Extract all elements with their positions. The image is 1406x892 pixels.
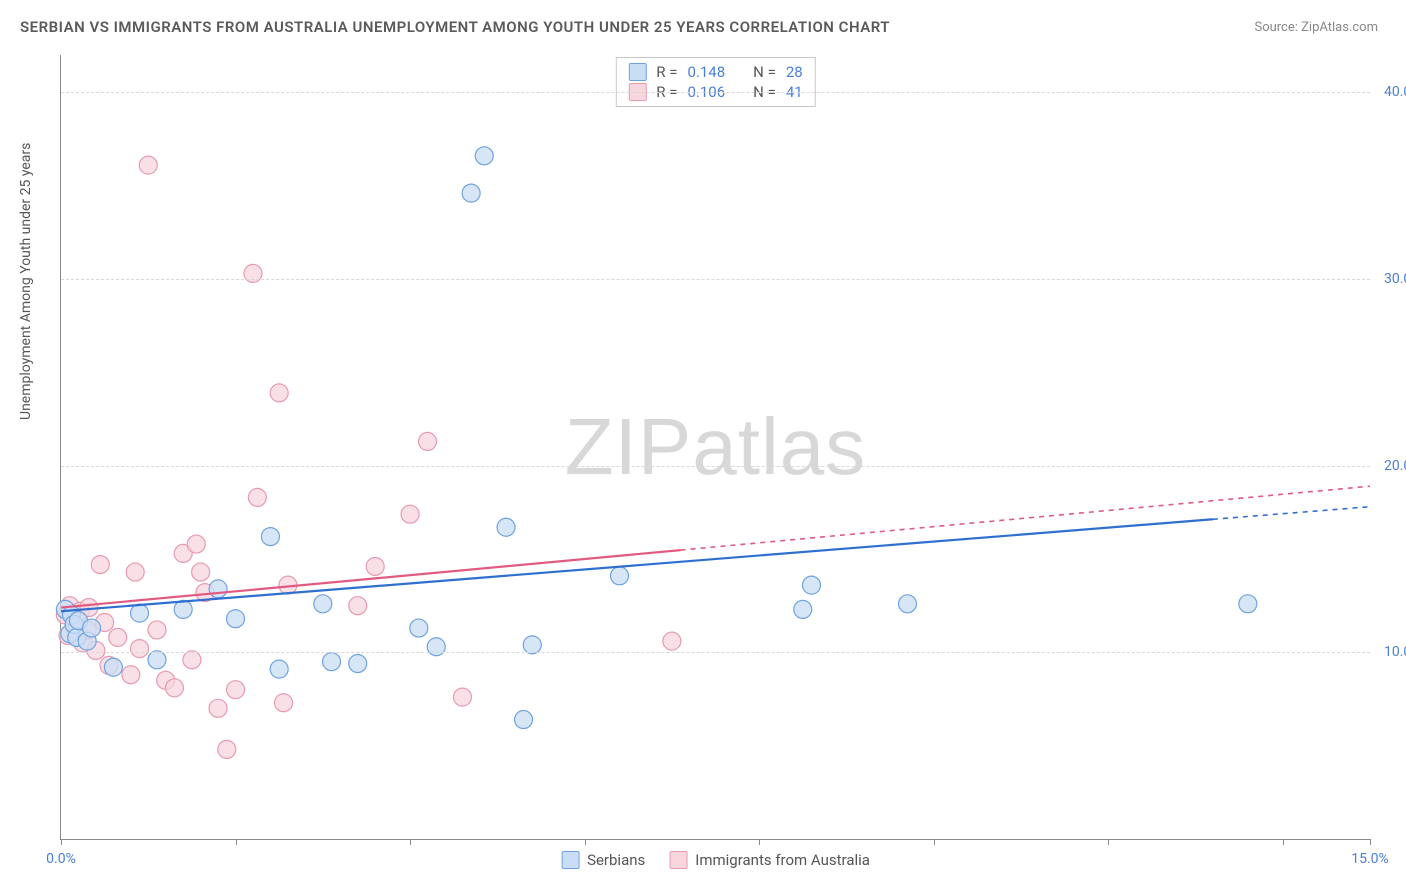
plot-svg bbox=[61, 55, 1370, 839]
data-point bbox=[515, 711, 533, 729]
x-tick bbox=[410, 839, 411, 845]
x-tick bbox=[1283, 839, 1284, 845]
data-point bbox=[109, 628, 127, 646]
data-point bbox=[497, 518, 515, 536]
x-tick bbox=[1108, 839, 1109, 845]
data-point bbox=[314, 595, 332, 613]
data-point bbox=[131, 604, 149, 622]
legend-swatch-serbians bbox=[561, 851, 579, 869]
data-point bbox=[349, 597, 367, 615]
stats-box: R = 0.148 N = 28 R = 0.106 N = 41 bbox=[615, 57, 815, 107]
gridline bbox=[61, 279, 1370, 280]
data-point bbox=[131, 640, 149, 658]
data-point bbox=[349, 655, 367, 673]
data-point bbox=[227, 681, 245, 699]
data-point bbox=[209, 699, 227, 717]
legend-label-australia: Immigrants from Australia bbox=[695, 851, 870, 869]
data-point bbox=[366, 557, 384, 575]
data-point bbox=[148, 651, 166, 669]
data-point bbox=[410, 619, 428, 637]
r-value-serbians: 0.148 bbox=[687, 63, 725, 81]
y-tick-label: 30.0% bbox=[1374, 271, 1406, 287]
gridline bbox=[61, 652, 1370, 653]
y-axis-label: Unemployment Among Youth under 25 years bbox=[18, 143, 34, 420]
data-point bbox=[462, 184, 480, 202]
r-label: R = bbox=[656, 63, 677, 81]
data-point bbox=[209, 580, 227, 598]
data-point bbox=[91, 556, 109, 574]
data-point bbox=[183, 651, 201, 669]
legend-item-serbians: Serbians bbox=[561, 851, 645, 869]
data-point bbox=[165, 679, 183, 697]
x-tick-label: 0.0% bbox=[46, 851, 76, 867]
trend-line-dashed bbox=[1213, 507, 1370, 520]
x-tick bbox=[236, 839, 237, 845]
data-point bbox=[187, 535, 205, 553]
data-point bbox=[192, 563, 210, 581]
data-point bbox=[523, 636, 541, 654]
data-point bbox=[227, 610, 245, 628]
data-point bbox=[898, 595, 916, 613]
x-tick bbox=[934, 839, 935, 845]
swatch-serbians bbox=[628, 63, 646, 81]
data-point bbox=[475, 147, 493, 165]
y-tick-label: 40.0% bbox=[1374, 84, 1406, 100]
source-label: Source: ZipAtlas.com bbox=[1254, 20, 1378, 35]
legend-item-australia: Immigrants from Australia bbox=[669, 851, 870, 869]
data-point bbox=[148, 621, 166, 639]
data-point bbox=[419, 432, 437, 450]
plot-area: ZIPatlas R = 0.148 N = 28 R = 0.106 N = … bbox=[60, 55, 1370, 840]
gridline bbox=[61, 466, 1370, 467]
data-point bbox=[802, 576, 820, 594]
data-point bbox=[83, 619, 101, 637]
data-point bbox=[104, 658, 122, 676]
y-tick-label: 20.0% bbox=[1374, 458, 1406, 474]
data-point bbox=[611, 567, 629, 585]
data-point bbox=[270, 384, 288, 402]
n-label: N = bbox=[753, 63, 776, 81]
data-point bbox=[663, 632, 681, 650]
data-point bbox=[270, 660, 288, 678]
stats-row-serbians: R = 0.148 N = 28 bbox=[628, 62, 802, 82]
y-tick-label: 10.0% bbox=[1374, 644, 1406, 660]
chart-title: SERBIAN VS IMMIGRANTS FROM AUSTRALIA UNE… bbox=[20, 18, 890, 36]
x-tick bbox=[1370, 839, 1371, 845]
legend-bottom: Serbians Immigrants from Australia bbox=[561, 851, 870, 869]
x-tick bbox=[759, 839, 760, 845]
data-point bbox=[453, 688, 471, 706]
data-point bbox=[139, 156, 157, 174]
legend-swatch-australia bbox=[669, 851, 687, 869]
x-tick-label: 15.0% bbox=[1351, 851, 1389, 867]
legend-label-serbians: Serbians bbox=[587, 851, 645, 869]
trend-line bbox=[61, 519, 1213, 611]
data-point bbox=[126, 563, 144, 581]
n-value-serbians: 28 bbox=[786, 63, 803, 81]
gridline bbox=[61, 92, 1370, 93]
trend-line-dashed bbox=[681, 486, 1370, 550]
x-tick bbox=[585, 839, 586, 845]
data-point bbox=[248, 488, 266, 506]
data-point bbox=[275, 694, 293, 712]
data-point bbox=[323, 653, 341, 671]
x-tick bbox=[61, 839, 62, 845]
data-point bbox=[794, 600, 812, 618]
data-point bbox=[401, 505, 419, 523]
data-point bbox=[122, 666, 140, 684]
data-point bbox=[261, 528, 279, 546]
data-point bbox=[218, 740, 236, 758]
data-point bbox=[1239, 595, 1257, 613]
